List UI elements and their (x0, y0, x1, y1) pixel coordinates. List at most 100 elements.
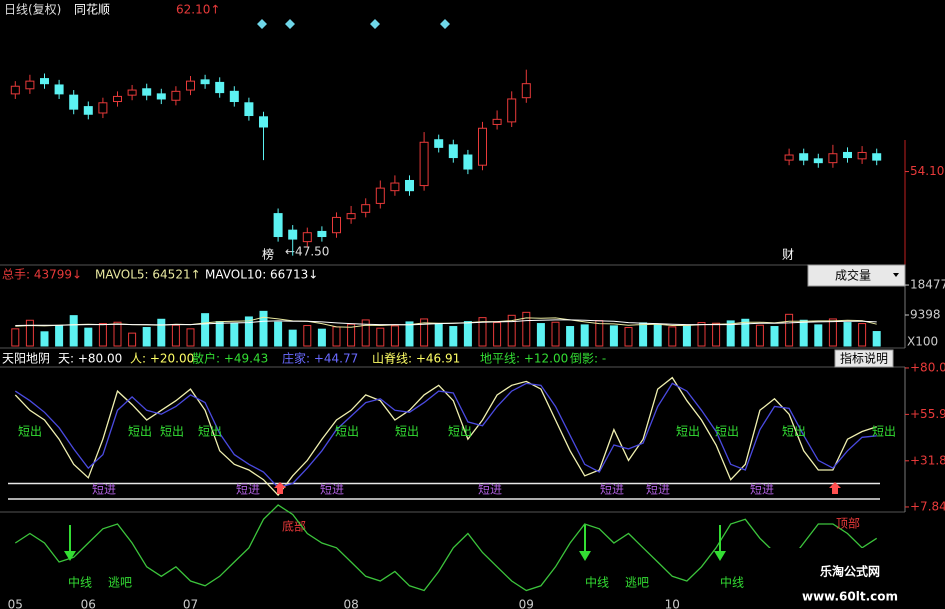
candle-body (375, 187, 385, 204)
candle-body (390, 182, 400, 192)
volume-bar (11, 328, 20, 347)
candle-body (492, 118, 502, 125)
volume-bar (755, 324, 764, 347)
volume-bar (25, 319, 34, 347)
candle-body (419, 141, 429, 187)
candle-body (507, 98, 517, 123)
volume-bar (303, 325, 312, 347)
legend-entry: 天: +80.00 (58, 352, 122, 366)
candle-body (448, 144, 458, 159)
max-label: 62.10↑ (176, 3, 220, 17)
indicator-help[interactable]: 指标说明 (834, 349, 894, 368)
buy-signal: 短进 (646, 483, 670, 497)
ma-line (15, 319, 877, 326)
sell-signal: 短出 (335, 425, 359, 439)
volume-bar (770, 326, 779, 347)
y-tick-label: +80.0 (910, 360, 945, 374)
candle-body (784, 154, 794, 161)
button[interactable] (834, 349, 894, 368)
volume-bar (142, 327, 151, 347)
buy-signal: 短进 (320, 483, 344, 497)
sell-signal: 短出 (715, 425, 739, 439)
indicator-title: 天阳地阴 (2, 352, 50, 366)
chart-title: 日线(复权) (4, 3, 61, 17)
candle-body (244, 102, 254, 117)
sell-signal: 短出 (128, 425, 152, 439)
candle-body (215, 81, 225, 94)
dropdown-arrow[interactable] (893, 273, 899, 277)
button-label[interactable]: 指标说明 (840, 351, 888, 366)
legend-entry: MAVOL5: 64521↑ (95, 268, 201, 282)
mid-signal: 中线 (720, 575, 744, 590)
volume-bar (420, 318, 429, 347)
candle-body (127, 89, 137, 96)
candle-body (799, 153, 809, 161)
volume-bar (332, 326, 341, 347)
candle-body (302, 232, 312, 243)
event-marker (257, 19, 450, 29)
volume-bar (434, 323, 443, 347)
unit-label: X100 (907, 335, 938, 349)
candle-body (872, 153, 882, 161)
trend-line (14, 504, 878, 592)
event-label: 财 (782, 248, 794, 262)
volume-bar (463, 321, 472, 347)
candle-body (98, 102, 108, 114)
sell-arrow (714, 551, 726, 561)
y-tick-label: +55.9 (910, 407, 945, 421)
candle-body (25, 80, 35, 90)
x-tick-label: 08 (343, 598, 358, 609)
volume-bar (128, 332, 137, 347)
volume-bar (215, 321, 224, 347)
volume-bar (390, 325, 399, 347)
min-label: ←47.50 (285, 245, 329, 259)
volume-bar (259, 310, 268, 347)
volume-bar (84, 327, 93, 347)
sell-arrow (64, 551, 76, 561)
sell-signal: 短出 (198, 425, 222, 439)
y-tick-label: 9398 (910, 307, 941, 321)
candle-body (171, 90, 181, 101)
x-tick-label: 06 (81, 598, 96, 609)
candle-body (200, 79, 210, 85)
top-signal: 顶部 (836, 516, 860, 531)
volume-bar (551, 321, 560, 347)
bottom-signal: 底部 (282, 519, 306, 534)
volume-bar (653, 324, 662, 347)
dropdown[interactable] (807, 264, 906, 287)
volume-bar (872, 331, 881, 347)
sell-signal: 短出 (872, 425, 896, 439)
volume-bar (69, 315, 78, 347)
buy-signal: 短进 (600, 483, 624, 497)
x-tick-label: 05 (8, 598, 23, 609)
volume-bar (449, 326, 458, 347)
volume-bar (580, 324, 589, 347)
volume-select[interactable]: 成交量 (807, 264, 906, 287)
volume-bar (785, 313, 794, 347)
legend-entry: 总手: 43799↓ (2, 268, 82, 282)
volume-bar (668, 326, 677, 347)
volume-bar (157, 318, 166, 347)
volume-bar (639, 322, 648, 347)
sell-signal: 短出 (782, 425, 806, 439)
buy-signal: 短进 (92, 483, 116, 497)
buy-signal: 短进 (236, 483, 260, 497)
dropdown-label[interactable]: 成交量 (835, 268, 871, 283)
volume-bar (726, 320, 735, 347)
volume-bar (405, 321, 414, 347)
volume-bar (507, 314, 516, 347)
candle-body (478, 127, 487, 166)
sell-signal: 短出 (160, 425, 184, 439)
candle-body (361, 204, 371, 213)
candle-body (229, 90, 239, 103)
sell-signal: 短出 (395, 425, 419, 439)
volume-bar (376, 327, 385, 347)
legend-entry: 散户: +49.43 (192, 351, 268, 366)
mid-signal: 中线 (585, 575, 609, 590)
candle-body (186, 80, 195, 91)
volume-bar (230, 322, 239, 347)
legend-entry: 人: +20.00 (130, 352, 194, 366)
volume-bar (741, 318, 750, 347)
x-tick-label: 09 (519, 598, 534, 609)
volume-bar (244, 316, 253, 347)
